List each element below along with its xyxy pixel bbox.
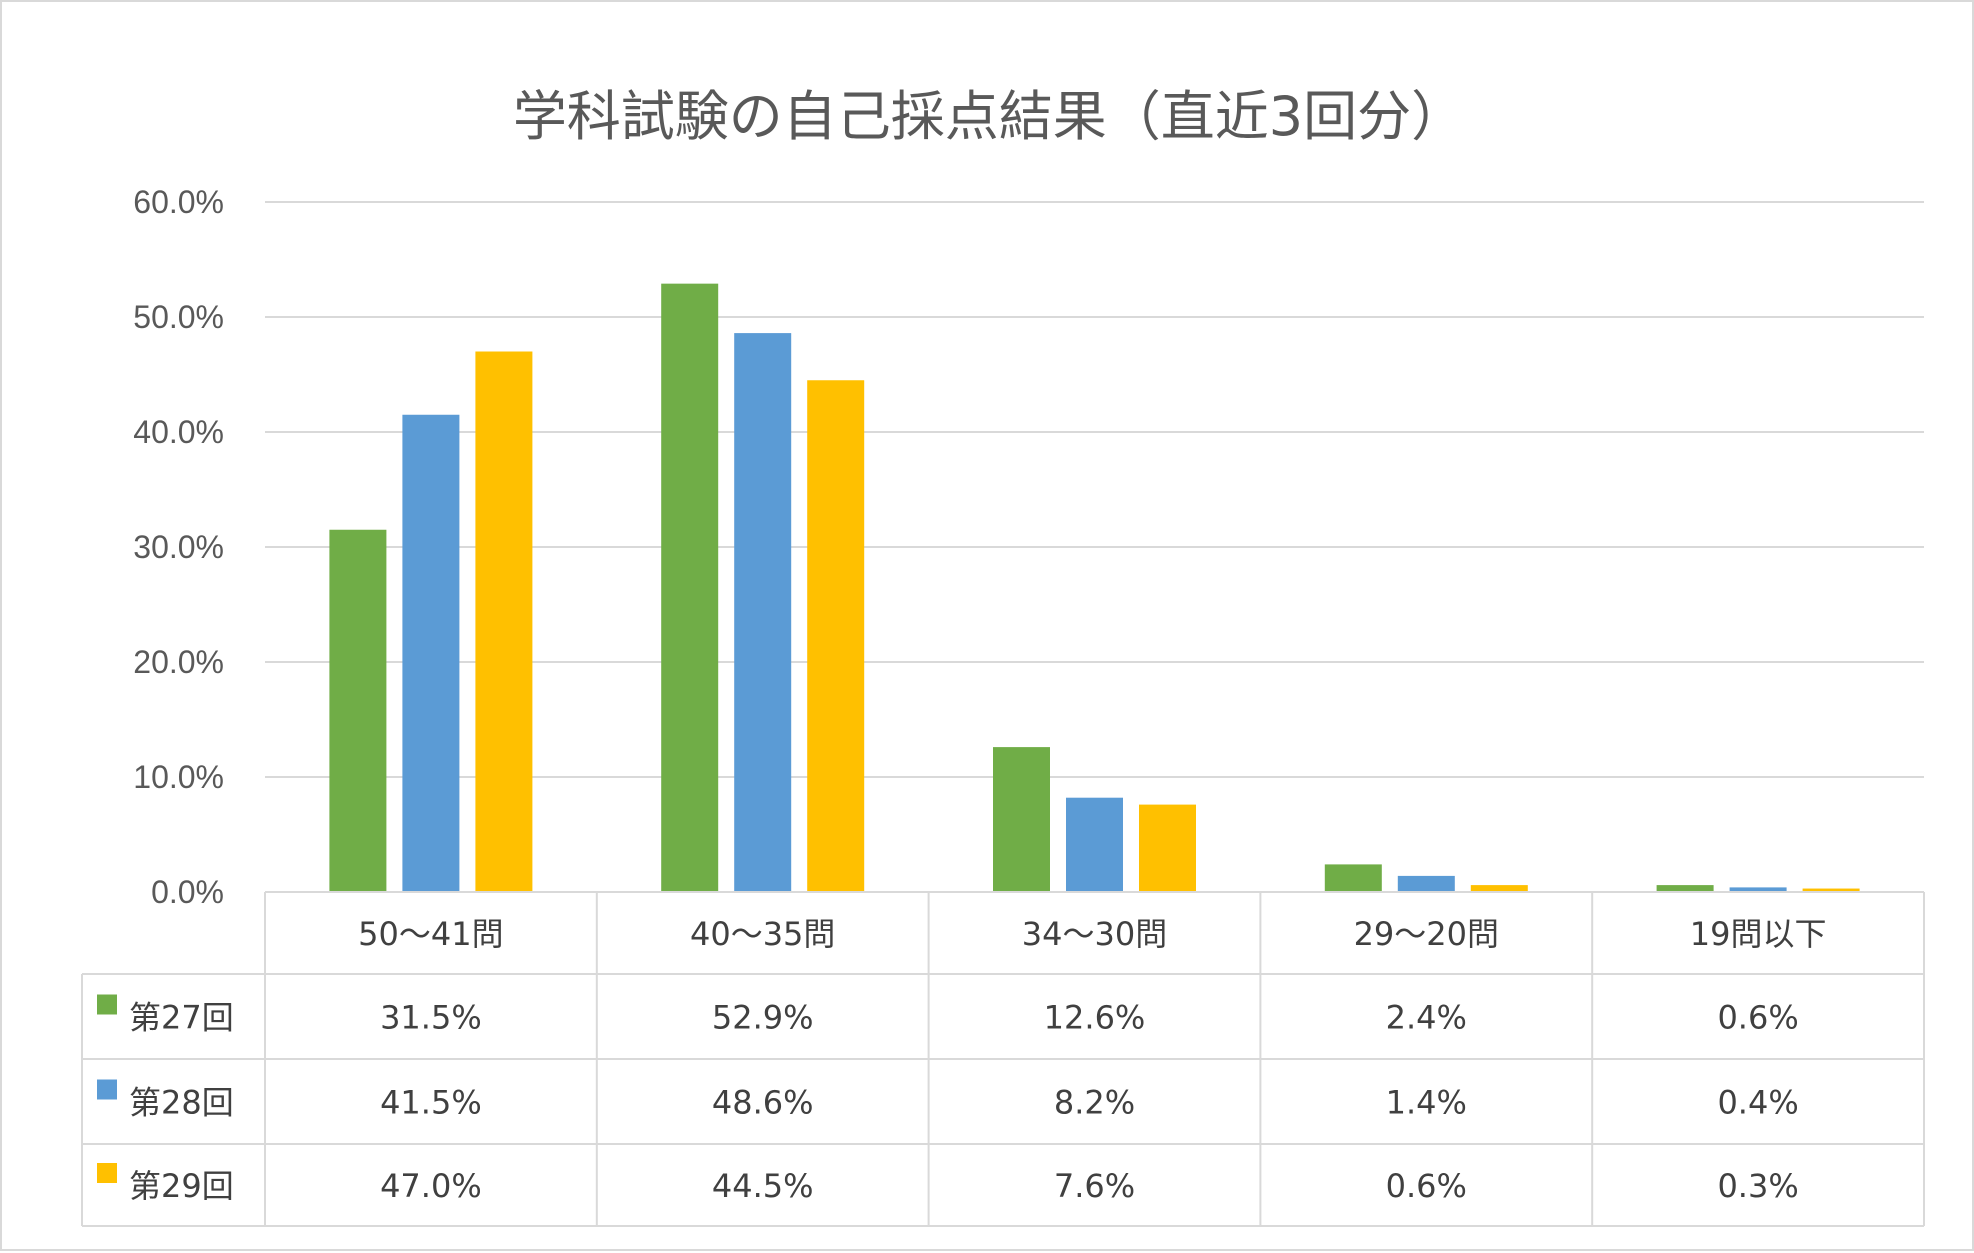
table-cell: 47.0% [380, 1167, 482, 1205]
category-label: 19問以下 [1690, 915, 1827, 953]
y-tick-label: 40.0% [133, 414, 224, 450]
y-tick-label: 30.0% [133, 529, 224, 565]
bar [1802, 888, 1860, 892]
y-axis: 0.0% 10.0% 20.0% 30.0% 40.0% 50.0% 60.0% [133, 184, 224, 910]
y-tick-label: 10.0% [133, 759, 224, 795]
y-tick-label: 60.0% [133, 184, 224, 220]
category-label: 29～20問 [1354, 915, 1499, 953]
bars [329, 283, 1860, 893]
bar [661, 283, 719, 892]
table-cell: 0.6% [1386, 1167, 1467, 1205]
table-cell: 2.4% [1386, 999, 1467, 1037]
table-cell: 1.4% [1386, 1084, 1467, 1122]
table-cell: 41.5% [380, 1084, 482, 1122]
bar [1397, 875, 1455, 892]
legend-key [97, 994, 117, 1015]
table-cell: 7.6% [1054, 1167, 1135, 1205]
y-tick-label: 50.0% [133, 299, 224, 335]
series-name: 第27回 [129, 999, 234, 1037]
table-cell: 44.5% [712, 1167, 814, 1205]
table-cell: 0.4% [1717, 1084, 1798, 1122]
chart-title: 学科試験の自己採点結果（直近3回分） [513, 85, 1465, 148]
table-cell: 8.2% [1054, 1084, 1135, 1122]
bar [475, 351, 533, 892]
table-cell: 0.3% [1717, 1167, 1798, 1205]
table-cell: 52.9% [712, 999, 814, 1037]
bar [993, 747, 1050, 892]
table-cell: 0.6% [1717, 999, 1798, 1037]
category-label: 50～41問 [358, 915, 503, 953]
bar [1470, 885, 1528, 892]
gridlines [265, 201, 1924, 778]
bar [1139, 804, 1196, 892]
category-label: 40～35問 [690, 915, 835, 953]
legend-key [97, 1163, 117, 1183]
series-name: 第29回 [129, 1167, 234, 1205]
series-name: 第28回 [129, 1084, 234, 1122]
bar [734, 333, 792, 893]
y-tick-label: 0.0% [151, 874, 224, 910]
bar [1066, 797, 1123, 892]
y-tick-label: 20.0% [133, 644, 224, 680]
bar [1656, 885, 1714, 892]
legend-key [97, 1079, 117, 1100]
table-cell: 31.5% [380, 999, 482, 1037]
bar [1729, 887, 1787, 892]
table-cell: 12.6% [1044, 999, 1146, 1037]
category-label: 34～30問 [1022, 915, 1167, 953]
table-cell: 48.6% [712, 1084, 814, 1122]
bar [329, 529, 387, 892]
bar [402, 414, 460, 892]
bar [1324, 864, 1382, 892]
bar [807, 380, 865, 892]
